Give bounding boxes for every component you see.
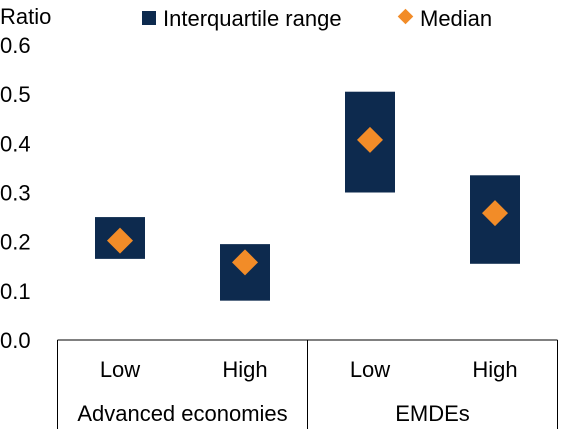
median-marker xyxy=(232,249,258,276)
x-group-label: Advanced economies xyxy=(77,401,287,426)
median-marker xyxy=(482,200,508,227)
median-marker xyxy=(357,126,383,153)
interquartile-range-bars xyxy=(95,91,520,301)
median-marker xyxy=(107,227,133,254)
x-group-label: EMDEs xyxy=(395,401,470,426)
legend-swatch-median xyxy=(397,8,414,25)
legend-swatch-interquartile-range xyxy=(142,11,156,25)
x-category-label: Low xyxy=(350,357,390,382)
y-tick-label: 0.5 xyxy=(0,82,31,107)
y-axis-title: Ratio xyxy=(0,4,51,29)
y-tick-label: 0.6 xyxy=(0,33,31,58)
x-category-label: High xyxy=(472,357,517,382)
y-tick-label: 0.4 xyxy=(0,131,31,156)
y-tick-label: 0.1 xyxy=(0,279,31,304)
x-category-label: Low xyxy=(100,357,140,382)
x-category-label: High xyxy=(222,357,267,382)
y-tick-label: 0.2 xyxy=(0,230,31,255)
y-tick-label: 0.0 xyxy=(0,328,31,353)
median-markers xyxy=(107,126,508,276)
y-axis-ticks: 0.0 0.1 0.2 0.3 0.4 0.5 0.6 xyxy=(0,33,31,353)
y-tick-label: 0.3 xyxy=(0,181,31,206)
x-axis: Low High Low High Advanced economies EMDEs xyxy=(57,339,558,429)
legend: Interquartile range Median xyxy=(142,6,492,31)
legend-label-median: Median xyxy=(420,6,492,31)
legend-label-interquartile-range: Interquartile range xyxy=(163,6,342,31)
